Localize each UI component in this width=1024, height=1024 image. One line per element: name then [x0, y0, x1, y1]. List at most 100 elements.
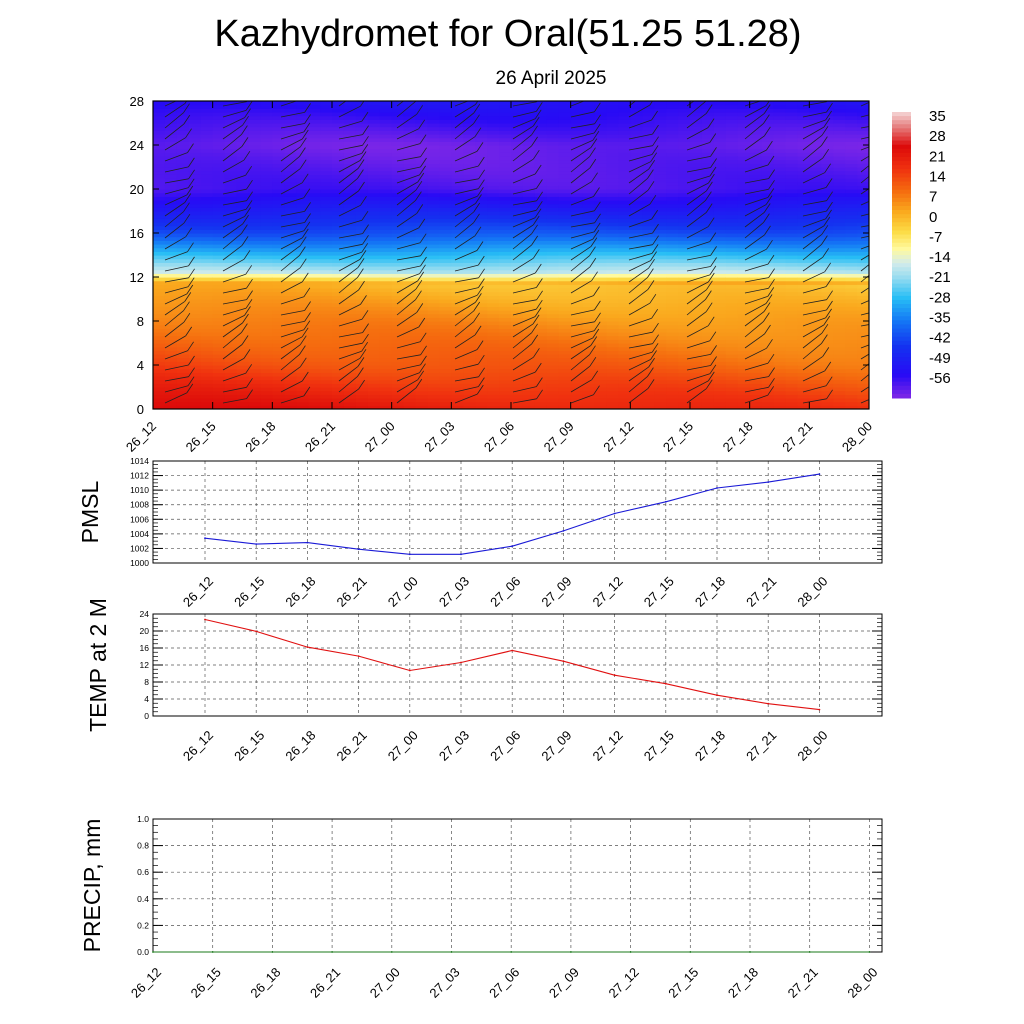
heatmap-cell — [845, 299, 858, 304]
heatmap-cell — [272, 361, 285, 366]
heatmap-cell — [475, 262, 488, 267]
heatmap-cell — [690, 328, 703, 333]
heatmap-cell — [176, 233, 190, 238]
heatmap-cell — [690, 383, 703, 388]
heatmap-cell — [546, 181, 560, 186]
heatmap-cell — [415, 346, 429, 351]
heatmap-cell — [296, 258, 309, 263]
heatmap-cell — [176, 284, 190, 289]
heatmap-cell — [415, 159, 429, 164]
heatmap-cell — [200, 398, 214, 403]
heatmap-cell — [857, 302, 869, 307]
heatmap-cell — [439, 387, 452, 392]
heatmap-cell — [582, 214, 596, 219]
heatmap-cell — [200, 335, 214, 340]
heatmap-cell — [463, 181, 476, 186]
heatmap-cell — [236, 302, 250, 307]
heatmap-cell — [713, 335, 727, 340]
heatmap-cell — [236, 119, 250, 124]
heatmap-cell — [403, 310, 417, 315]
heatmap-cell — [379, 269, 393, 274]
heatmap-cell — [701, 214, 715, 219]
heatmap-cell — [701, 130, 715, 135]
heatmap-cell — [188, 145, 202, 150]
heatmap-cell — [785, 229, 798, 234]
heatmap-cell — [320, 324, 333, 329]
heatmap-cell — [797, 218, 810, 223]
heatmap-cell — [833, 299, 846, 304]
heatmap-cell — [642, 299, 655, 304]
heatmap-cell — [809, 313, 822, 318]
heatmap-cell — [654, 119, 667, 124]
heatmap-cell — [367, 214, 381, 219]
heatmap-cell — [320, 233, 333, 238]
heatmap-cell — [666, 361, 679, 366]
heatmap-cell — [678, 108, 691, 113]
heatmap-cell — [785, 306, 798, 311]
heatmap-cell — [642, 255, 655, 260]
heatmap-cell — [833, 383, 846, 388]
heatmap-cell — [475, 332, 488, 337]
heatmap-cell — [821, 262, 834, 267]
heatmap-cell — [284, 335, 297, 340]
heatmap-cell — [845, 332, 858, 337]
heatmap-cell — [176, 181, 190, 186]
heatmap-cell — [343, 343, 357, 348]
heatmap-cell — [809, 101, 822, 106]
heatmap-cell — [821, 134, 834, 139]
heatmap-cell — [618, 390, 631, 395]
heatmap-cell — [749, 383, 763, 388]
heatmap-cell — [546, 299, 560, 304]
heatmap-cell — [153, 284, 166, 289]
heatmap-cell — [522, 115, 536, 120]
heatmap-cell — [451, 357, 464, 362]
heatmap-cell — [558, 233, 572, 238]
heatmap-cell — [534, 211, 548, 216]
heatmap-cell — [248, 361, 261, 366]
heatmap-cell — [522, 365, 536, 370]
heatmap-cell — [654, 101, 667, 106]
heatmap-cell — [749, 306, 763, 311]
heatmap-cell — [343, 218, 357, 223]
heatmap-cell — [594, 273, 608, 278]
heatmap-cell — [212, 200, 226, 205]
heatmap-cell — [821, 141, 834, 146]
heatmap-cell — [737, 211, 751, 216]
heatmap-cell — [403, 233, 417, 238]
heatmap-cell — [236, 284, 250, 289]
heatmap-cell — [833, 361, 846, 366]
heatmap-cell — [260, 361, 273, 366]
heatmap-cell — [379, 218, 393, 223]
heatmap-cell — [320, 207, 333, 212]
heatmap-cell — [761, 405, 775, 409]
heatmap-cell — [224, 266, 238, 271]
heatmap-cell — [737, 324, 751, 329]
heatmap-cell — [570, 134, 584, 139]
heatmap-cell — [439, 394, 452, 399]
heatmap-cell — [606, 357, 619, 362]
heatmap-cell — [558, 383, 572, 388]
heatmap-cell — [463, 321, 476, 326]
heatmap-cell — [475, 376, 488, 381]
heatmap-cell — [534, 141, 548, 146]
heatmap-cell — [379, 277, 393, 282]
heatmap-cell — [773, 387, 787, 392]
heatmap-cell — [332, 174, 345, 179]
heatmap-cell — [427, 394, 440, 399]
heatmap-cell — [654, 178, 667, 183]
heatmap-cell — [188, 357, 202, 362]
heatmap-cell — [833, 339, 846, 344]
heatmap-cell — [212, 339, 226, 344]
heatmap-cell — [701, 299, 715, 304]
heatmap-cell — [200, 354, 214, 359]
heatmap-cell — [499, 321, 512, 326]
heatmap-cell — [451, 218, 464, 223]
heatmap-cell — [415, 354, 429, 359]
heatmap-cell — [797, 343, 810, 348]
heatmap-cell — [296, 269, 309, 274]
heatmap-cell — [487, 398, 500, 403]
heatmap-cell — [308, 288, 321, 293]
heatmap-cell — [248, 302, 261, 307]
heatmap-cell — [618, 108, 631, 113]
heatmap-cell — [451, 101, 464, 106]
